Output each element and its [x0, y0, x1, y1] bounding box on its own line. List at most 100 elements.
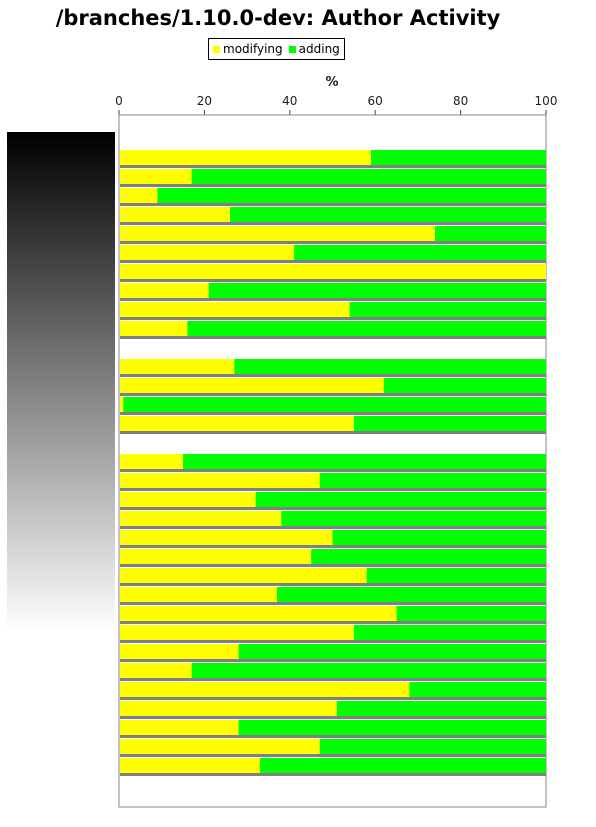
x-axis-label: % — [325, 75, 338, 90]
bar-adding — [238, 644, 546, 659]
bar-adding — [191, 169, 546, 184]
bar-adding — [349, 302, 546, 317]
bar-modifying — [120, 701, 337, 716]
bar-adding — [353, 416, 546, 431]
bar-modifying — [120, 321, 188, 336]
bar-shadow — [120, 659, 546, 662]
bar-adding — [234, 359, 547, 374]
x-tick-label: 100 — [535, 94, 558, 108]
bar-shadow — [120, 545, 546, 548]
bar-shadow — [120, 393, 546, 396]
bar-modifying — [120, 511, 282, 526]
bar-adding — [294, 245, 546, 260]
bar-modifying — [120, 739, 320, 754]
bar-adding — [353, 625, 546, 640]
bar-modifying — [120, 359, 235, 374]
bar-adding — [434, 226, 546, 241]
bar-shadow — [120, 621, 546, 624]
bar-shadow — [120, 697, 546, 700]
bar-adding — [332, 530, 546, 545]
bar-adding — [230, 207, 546, 222]
bar-modifying — [120, 454, 184, 469]
gradient-strip — [7, 132, 115, 632]
bar-shadow — [120, 526, 546, 529]
bar-adding — [383, 378, 546, 393]
bar-modifying — [120, 264, 546, 279]
legend-label-modifying: modifying — [223, 42, 283, 56]
bar-adding — [319, 473, 546, 488]
bar-shadow — [120, 374, 546, 377]
bar-adding — [208, 283, 547, 298]
bar-shadow — [120, 241, 546, 244]
bar-shadow — [120, 678, 546, 681]
bar-shadow — [120, 488, 546, 491]
bar-modifying — [120, 644, 239, 659]
bar-modifying — [120, 473, 320, 488]
bar-adding — [409, 682, 546, 697]
bar-adding — [366, 568, 546, 583]
bar-modifying — [120, 549, 312, 564]
legend-swatch-modifying — [213, 45, 220, 53]
bar-modifying — [120, 245, 295, 260]
bar-shadow — [120, 184, 546, 187]
legend-item-adding: adding — [288, 42, 340, 56]
legend-item-modifying: modifying — [213, 42, 283, 56]
bar-modifying — [120, 397, 124, 412]
bar-modifying — [120, 169, 192, 184]
legend: modifying adding — [208, 38, 345, 60]
bar-modifying — [120, 663, 192, 678]
bar-modifying — [120, 207, 231, 222]
x-tick-label: 0 — [115, 94, 123, 108]
bar-adding — [336, 701, 546, 716]
bar-modifying — [120, 568, 367, 583]
bar-modifying — [120, 587, 277, 602]
bar-modifying — [120, 378, 384, 393]
bar-shadow — [120, 754, 546, 757]
legend-label-adding: adding — [298, 42, 340, 56]
bar-shadow — [120, 735, 546, 738]
bar-shadow — [120, 279, 546, 282]
bar-shadow — [120, 222, 546, 225]
bar-adding — [238, 720, 546, 735]
bar-shadow — [120, 507, 546, 510]
chart-title: /branches/1.10.0-dev: Author Activity — [55, 6, 501, 30]
bar-modifying — [120, 150, 371, 165]
bar-modifying — [120, 606, 397, 621]
bar-modifying — [120, 226, 435, 241]
bar-adding — [255, 492, 546, 507]
bar-modifying — [120, 416, 354, 431]
bar-shadow — [120, 773, 546, 776]
bar-modifying — [120, 188, 158, 203]
bar-modifying — [120, 302, 350, 317]
x-tick-label: 40 — [282, 94, 297, 108]
bar-modifying — [120, 530, 333, 545]
bar-shadow — [120, 165, 546, 168]
x-tick-label: 20 — [197, 94, 212, 108]
bar-adding — [123, 397, 547, 412]
bar-modifying — [120, 682, 410, 697]
bar-adding — [276, 587, 546, 602]
bar-modifying — [120, 283, 209, 298]
bar-shadow — [120, 640, 546, 643]
bar-shadow — [120, 716, 546, 719]
bar-modifying — [120, 758, 260, 773]
bar-adding — [396, 606, 546, 621]
bar-adding — [157, 188, 546, 203]
bar-shadow — [120, 431, 546, 434]
bar-adding — [311, 549, 546, 564]
bar-shadow — [120, 317, 546, 320]
bar-shadow — [120, 602, 546, 605]
bar-shadow — [120, 583, 546, 586]
bar-shadow — [120, 203, 546, 206]
bar-shadow — [120, 564, 546, 567]
bar-shadow — [120, 469, 546, 472]
bar-shadow — [120, 412, 546, 415]
bar-adding — [183, 454, 547, 469]
bar-adding — [370, 150, 546, 165]
bar-shadow — [120, 336, 546, 339]
bar-modifying — [120, 492, 256, 507]
bar-shadow — [120, 298, 546, 301]
x-tick-label: 60 — [368, 94, 383, 108]
bar-modifying — [120, 625, 354, 640]
